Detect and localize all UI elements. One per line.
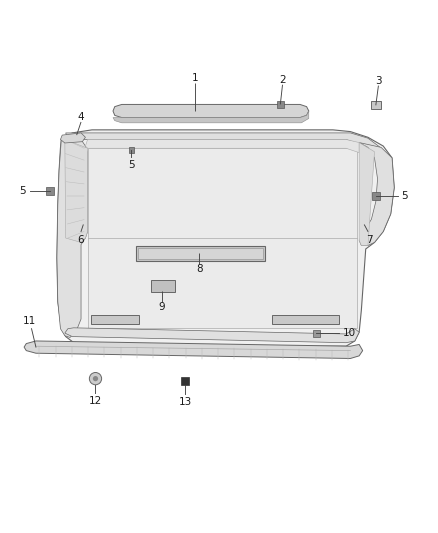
Bar [138, 248, 263, 260]
Polygon shape [24, 341, 363, 359]
Bar [372, 192, 380, 200]
Polygon shape [66, 133, 380, 152]
Polygon shape [57, 140, 88, 337]
Text: 9: 9 [159, 302, 166, 312]
Circle shape [93, 376, 98, 381]
Bar [181, 377, 189, 385]
Bar [277, 101, 284, 108]
Bar [313, 329, 320, 336]
Text: 4: 4 [78, 112, 85, 122]
Polygon shape [60, 133, 85, 143]
Polygon shape [85, 140, 359, 152]
Text: 3: 3 [375, 76, 382, 86]
Bar [272, 314, 339, 324]
Bar [136, 246, 265, 261]
Text: 11: 11 [23, 316, 36, 326]
Bar [129, 147, 134, 152]
Text: 8: 8 [196, 264, 203, 274]
Polygon shape [359, 142, 394, 246]
Text: 1: 1 [191, 72, 198, 83]
Bar [371, 101, 381, 109]
Text: 7: 7 [366, 235, 373, 245]
Text: 5: 5 [20, 186, 26, 196]
Bar [151, 280, 175, 292]
Text: 10: 10 [343, 328, 356, 338]
Bar [46, 187, 54, 195]
Text: 6: 6 [77, 235, 84, 245]
Polygon shape [65, 140, 88, 243]
Text: 13: 13 [179, 397, 192, 407]
Text: 12: 12 [89, 395, 102, 406]
Bar [88, 148, 357, 328]
Polygon shape [359, 142, 374, 246]
Polygon shape [57, 130, 394, 346]
Text: 2: 2 [279, 75, 286, 85]
Bar [91, 314, 139, 324]
Polygon shape [113, 111, 309, 123]
Text: 5: 5 [128, 160, 135, 170]
Text: 5: 5 [401, 191, 407, 201]
Polygon shape [113, 104, 309, 118]
Circle shape [89, 373, 102, 385]
Polygon shape [65, 328, 359, 343]
